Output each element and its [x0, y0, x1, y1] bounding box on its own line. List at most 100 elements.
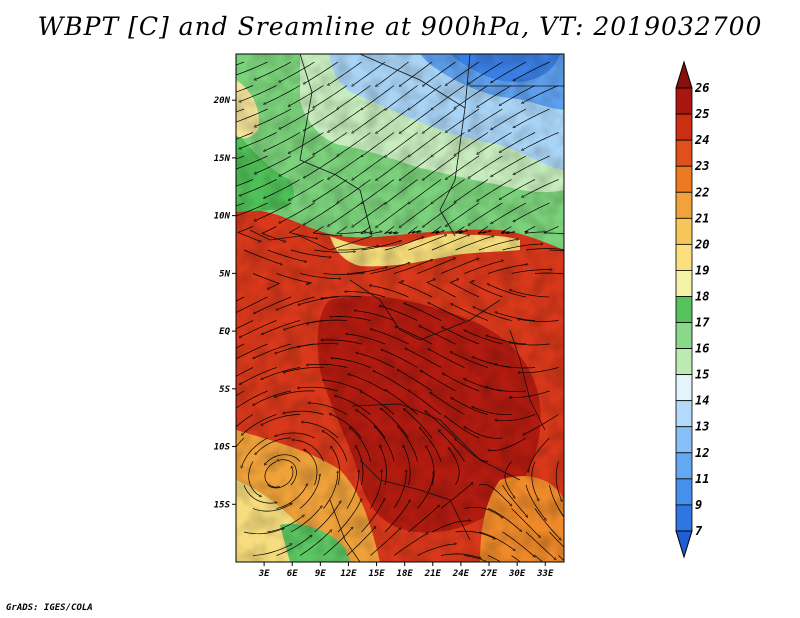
- streamline: [502, 531, 535, 556]
- streamline: [523, 132, 559, 150]
- streamline: [386, 132, 418, 157]
- streamline: [446, 108, 480, 132]
- lon-tick-label: 33E: [536, 569, 554, 579]
- streamline: [421, 371, 456, 392]
- streamline: [346, 527, 375, 556]
- streamline: [305, 450, 318, 486]
- country-borders: [249, 54, 564, 562]
- streamline: [456, 439, 489, 462]
- streamline: [236, 155, 245, 160]
- streamline: [426, 279, 456, 298]
- field-texture: [236, 54, 564, 562]
- lat-tick-label: 5S: [219, 385, 230, 395]
- streamline: [236, 61, 268, 76]
- streamline: [464, 555, 489, 562]
- streamline: [381, 409, 409, 439]
- streamline: [236, 202, 268, 217]
- streamline: [423, 108, 456, 133]
- colorbar-swatch: [675, 139, 693, 167]
- streamline: [478, 531, 514, 550]
- streamline: [519, 319, 559, 322]
- streamline: [265, 85, 301, 104]
- border-line: [249, 229, 373, 251]
- colorbar-swatch: [675, 426, 693, 454]
- streamline: [293, 440, 324, 462]
- streamline: [330, 414, 362, 439]
- streamline: [440, 483, 472, 509]
- streamline: [409, 132, 442, 157]
- streamline: [236, 390, 268, 409]
- lon-tick-label: 18E: [397, 569, 414, 579]
- streamline: [338, 132, 371, 156]
- streamline: [236, 320, 254, 330]
- streamline: [346, 292, 386, 298]
- streamline: [357, 410, 386, 439]
- streamline: [423, 155, 456, 180]
- streamline: [338, 246, 378, 251]
- streamline: [382, 350, 418, 368]
- streamline: [488, 284, 527, 298]
- streamline: [236, 61, 245, 66]
- streamline: [469, 155, 503, 178]
- streamline: [478, 85, 512, 107]
- colorbar-label: 23: [694, 159, 709, 173]
- streamline: [240, 179, 277, 196]
- streamline: [500, 179, 536, 200]
- streamline: [331, 317, 371, 321]
- streamline: [278, 460, 297, 486]
- streamline: [449, 448, 460, 486]
- streamline: [277, 296, 315, 310]
- streamline: [356, 446, 364, 486]
- streamline: [393, 471, 406, 509]
- streamline: [511, 555, 522, 562]
- streamline: [429, 349, 465, 368]
- streamline: [431, 521, 470, 533]
- colorbar-label: 26: [694, 81, 709, 95]
- footer-credit: GrADS: IGES/COLA: [6, 603, 93, 613]
- streamline: [299, 296, 339, 305]
- lat-axis: 20N 15N 10N 5N EQ 5S 10S 15S: [213, 96, 236, 510]
- streamline: [329, 61, 362, 85]
- streamline: [443, 374, 480, 392]
- streamline: [254, 343, 292, 358]
- streamline: [338, 179, 371, 203]
- streamline: [265, 132, 301, 151]
- streamline: [500, 132, 536, 153]
- border-line: [439, 107, 466, 237]
- streamline: [376, 108, 409, 133]
- streamline: [335, 226, 365, 234]
- streamline: [236, 155, 268, 170]
- streamline: [468, 281, 503, 298]
- streamline: [446, 61, 480, 85]
- colorbar-label: 14: [695, 394, 709, 408]
- streamline: [267, 249, 306, 262]
- border-line: [359, 459, 471, 541]
- streamline: [455, 85, 489, 109]
- streamline: [408, 235, 446, 251]
- streamline: [346, 334, 386, 345]
- streamline: [276, 485, 308, 509]
- lon-tick-label: 12E: [340, 569, 357, 579]
- colorbar-swatch: [675, 113, 693, 141]
- colorbar-end-low: [675, 530, 693, 559]
- streamline: [439, 431, 465, 462]
- streamline: [487, 508, 521, 531]
- colorbar-label: 17: [695, 316, 710, 330]
- lat-tick-label: 10N: [214, 212, 231, 222]
- border-line: [509, 329, 546, 431]
- streamline: [549, 249, 564, 252]
- colorbar-swatch: [675, 165, 693, 193]
- streamline: [346, 267, 386, 274]
- streamline: [323, 431, 348, 462]
- streamline: [478, 179, 512, 201]
- streamline: [265, 454, 301, 465]
- colorbar-label: 20: [694, 237, 709, 251]
- streamline: [405, 304, 442, 321]
- streamline: [386, 179, 418, 204]
- streamline: [254, 296, 292, 313]
- streamline: [500, 85, 536, 106]
- streamline: [398, 427, 418, 462]
- colorbar-swatch: [675, 452, 693, 480]
- streamline: [314, 85, 348, 108]
